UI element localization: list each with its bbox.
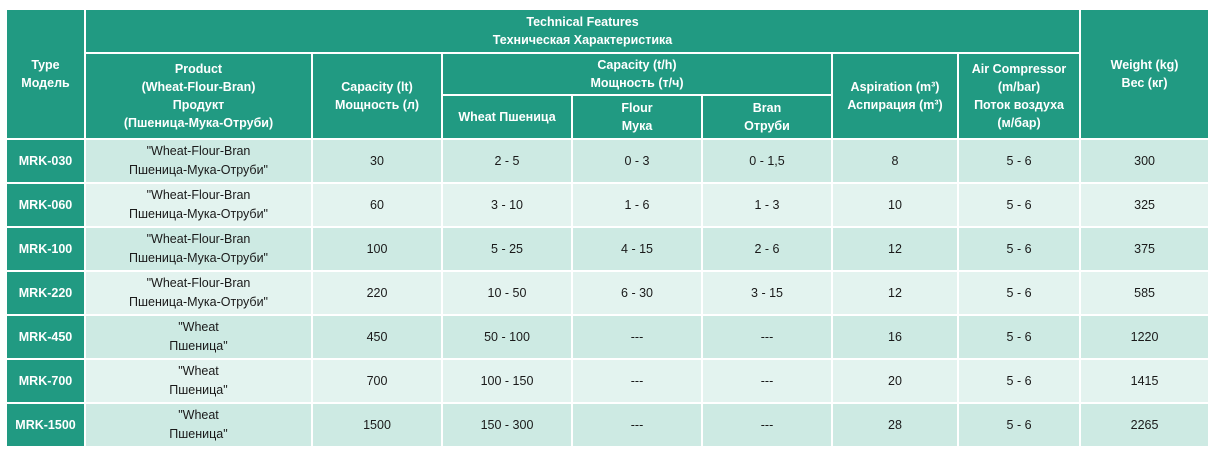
air-cell: 5 - 6	[956, 314, 1082, 360]
flour-cell: ---	[571, 402, 703, 448]
type-cell: MRK-030	[5, 138, 86, 184]
type-cell: MRK-100	[5, 226, 86, 272]
aspiration-cell: 10	[831, 182, 959, 228]
flour-cell: ---	[571, 358, 703, 404]
bran-cell: 2 - 6	[701, 226, 833, 272]
air-cell: 5 - 6	[956, 138, 1082, 184]
table-row: MRK-450 "Wheat Пшеница" 450 50 - 100 --- --- 16…	[5, 314, 1211, 360]
wheat-cell: 150 - 300	[441, 402, 573, 448]
aspiration-header: Aspiration (m³) Аспирация (m³)	[831, 52, 959, 140]
technical-features-table: Type Модель Technical Features Техническ…	[5, 8, 1211, 448]
flour-cell: 0 - 3	[571, 138, 703, 184]
wheat-cell: 3 - 10	[441, 182, 573, 228]
product-header: Product (Wheat-Flour-Bran) Продукт (Пшен…	[84, 52, 313, 140]
wheat-cell: 2 - 5	[441, 138, 573, 184]
product-cell: "Wheat Пшеница"	[84, 314, 313, 360]
flour-cell: ---	[571, 314, 703, 360]
aspiration-cell: 20	[831, 358, 959, 404]
type-cell: MRK-450	[5, 314, 86, 360]
type-cell: MRK-700	[5, 358, 86, 404]
weight-cell: 2265	[1079, 402, 1211, 448]
bran-header: Bran Отруби	[701, 94, 833, 140]
capacity-cell: 450	[311, 314, 443, 360]
product-cell: "Wheat Пшеница"	[84, 402, 313, 448]
type-cell: MRK-220	[5, 270, 86, 316]
technical-features-header: Technical Features Техническая Характери…	[83, 8, 1082, 54]
weight-cell: 300	[1079, 138, 1211, 184]
type-cell: MRK-060	[5, 182, 86, 228]
bran-cell: ---	[701, 358, 833, 404]
product-cell: "Wheat-Flour-Bran Пшеница-Мука-Отруби"	[84, 138, 313, 184]
capacity-cell: 30	[311, 138, 443, 184]
wheat-header: Wheat Пшеница	[441, 94, 573, 140]
aspiration-cell: 12	[831, 270, 959, 316]
flour-cell: 4 - 15	[571, 226, 703, 272]
aspiration-cell: 28	[831, 402, 959, 448]
weight-cell: 1220	[1079, 314, 1211, 360]
weight-cell: 585	[1079, 270, 1211, 316]
aspiration-cell: 16	[831, 314, 959, 360]
capacity-th-header: Capacity (t/h) Мощность (т/ч)	[441, 52, 833, 96]
flour-cell: 6 - 30	[571, 270, 703, 316]
table-row: MRK-220 "Wheat-Flour-Bran Пшеница-Мука-Отр…	[5, 270, 1211, 316]
product-cell: "Wheat-Flour-Bran Пшеница-Мука-Отруби"	[84, 182, 313, 228]
flour-header: Flour Мука	[571, 94, 703, 140]
type-cell: MRK-1500	[5, 402, 86, 448]
flour-cell: 1 - 6	[571, 182, 703, 228]
wheat-cell: 50 - 100	[441, 314, 573, 360]
table-row: MRK-700 "Wheat Пшеница" 700 100 - 150 --- --- 2…	[5, 358, 1211, 404]
air-compressor-header: Air Compressor (m/bar) Поток воздуха (м/…	[956, 52, 1082, 140]
product-cell: "Wheat-Flour-Bran Пшеница-Мука-Отруби"	[84, 270, 313, 316]
wheat-cell: 5 - 25	[441, 226, 573, 272]
capacity-cell: 700	[311, 358, 443, 404]
air-cell: 5 - 6	[956, 270, 1082, 316]
aspiration-cell: 8	[831, 138, 959, 184]
table-row: MRK-060 "Wheat-Flour-Bran Пшеница-Мука-Отр…	[5, 182, 1211, 228]
weight-cell: 375	[1079, 226, 1211, 272]
bran-cell: 1 - 3	[701, 182, 833, 228]
product-cell: "Wheat Пшеница"	[84, 358, 313, 404]
table-row: MRK-1500 "Wheat Пшеница" 1500 150 - 300 --- --…	[5, 402, 1211, 448]
bran-cell: 3 - 15	[701, 270, 833, 316]
aspiration-cell: 12	[831, 226, 959, 272]
air-cell: 5 - 6	[956, 358, 1082, 404]
wheat-cell: 100 - 150	[441, 358, 573, 404]
table-body: MRK-030 "Wheat-Flour-Bran Пшеница-Мука-Отр…	[5, 138, 1211, 448]
weight-cell: 1415	[1079, 358, 1211, 404]
table-row: MRK-100 "Wheat-Flour-Bran Пшеница-Мука-Отр…	[5, 226, 1211, 272]
capacity-cell: 1500	[311, 402, 443, 448]
wheat-cell: 10 - 50	[441, 270, 573, 316]
weight-header: Weight (kg) Вес (кг)	[1079, 8, 1211, 140]
capacity-lt-header: Capacity (lt) Мощность (л)	[311, 52, 443, 140]
air-cell: 5 - 6	[956, 182, 1082, 228]
type-header: Type Модель	[5, 8, 86, 140]
capacity-cell: 220	[311, 270, 443, 316]
air-cell: 5 - 6	[956, 402, 1082, 448]
bran-cell: 0 - 1,5	[701, 138, 833, 184]
bran-cell: ---	[701, 402, 833, 448]
air-cell: 5 - 6	[956, 226, 1082, 272]
table-row: MRK-030 "Wheat-Flour-Bran Пшеница-Мука-Отр…	[5, 138, 1211, 184]
product-cell: "Wheat-Flour-Bran Пшеница-Мука-Отруби"	[84, 226, 313, 272]
capacity-cell: 100	[311, 226, 443, 272]
capacity-cell: 60	[311, 182, 443, 228]
bran-cell: ---	[701, 314, 833, 360]
weight-cell: 325	[1079, 182, 1211, 228]
